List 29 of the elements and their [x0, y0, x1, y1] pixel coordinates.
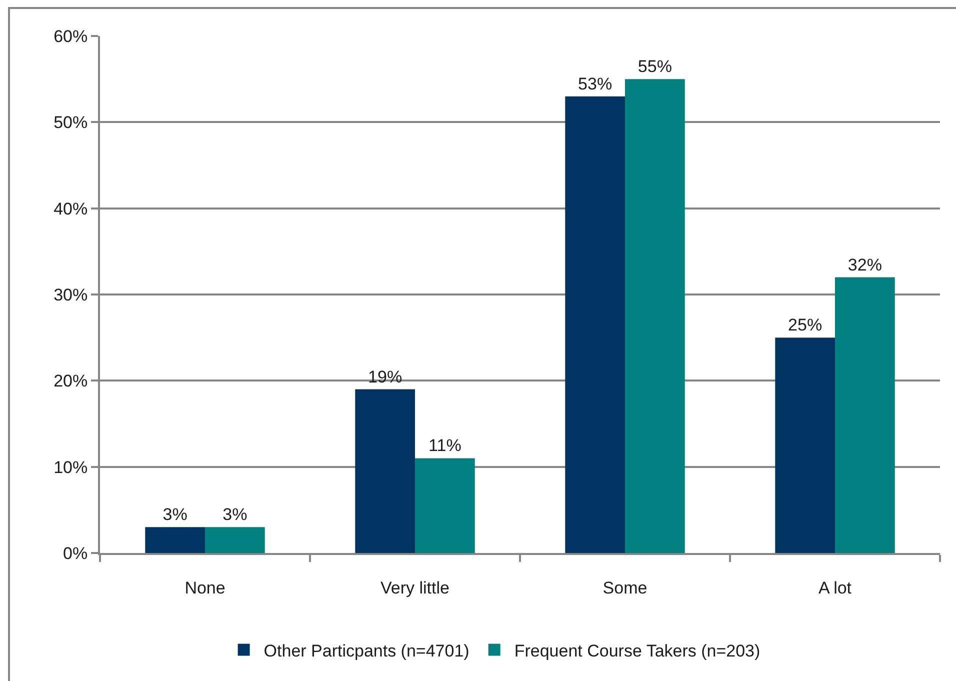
- x-tick-label: None: [184, 578, 226, 598]
- bar: [565, 96, 625, 553]
- bar: [145, 527, 205, 553]
- data-label: 25%: [788, 316, 822, 335]
- bar: [625, 79, 685, 553]
- x-tick-label: Some: [602, 578, 648, 598]
- y-tick-label: 40%: [54, 199, 88, 218]
- y-tick-label: 60%: [54, 26, 88, 46]
- data-label: 11%: [428, 436, 462, 456]
- x-tick-label: Very little: [380, 578, 450, 598]
- data-label: 55%: [638, 57, 672, 76]
- y-tick-label: 10%: [54, 458, 88, 477]
- bar: [415, 458, 475, 553]
- x-tick-label: A lot: [818, 578, 852, 598]
- legend-label: Other Particpants (n=4701): [264, 641, 470, 660]
- bar: [205, 527, 265, 553]
- data-label: 53%: [578, 74, 612, 94]
- y-tick-label: 50%: [54, 113, 88, 132]
- data-label: 3%: [162, 505, 188, 524]
- y-tick-label: 30%: [54, 285, 88, 304]
- data-label: 3%: [222, 505, 248, 524]
- legend-label: Frequent Course Takers (n=203): [514, 641, 760, 660]
- data-label: 19%: [368, 367, 402, 386]
- y-tick-label: 0%: [63, 544, 88, 563]
- y-tick-label: 20%: [54, 372, 88, 391]
- data-label: 32%: [848, 255, 882, 274]
- bar: [775, 338, 835, 553]
- bar: [835, 277, 895, 553]
- bar: [355, 389, 415, 553]
